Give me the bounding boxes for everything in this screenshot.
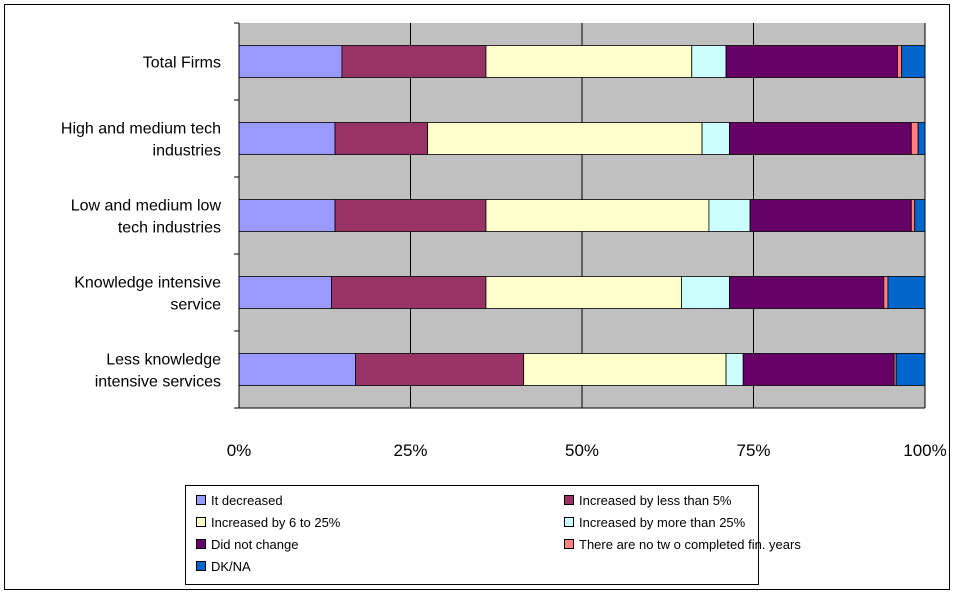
bar-segment — [910, 199, 916, 232]
bar-segment — [485, 276, 682, 309]
legend-swatch — [196, 517, 206, 527]
bar-segment — [334, 122, 429, 155]
bar-segment — [887, 276, 926, 309]
legend-swatch — [564, 495, 574, 505]
legend-item: DK/NA — [196, 557, 251, 575]
legend-swatch — [564, 517, 574, 527]
legend-label: Did not change — [211, 536, 299, 552]
legend-item: Increased by less than 5% — [564, 491, 731, 509]
bar-segment — [910, 122, 919, 155]
bar-segment — [742, 353, 895, 386]
bar-segment — [701, 122, 730, 155]
chart-frame: Total Firms High and medium tech industrie… — [4, 4, 950, 590]
category-label: Knowledge intensive — [74, 275, 221, 292]
bar-segment — [914, 199, 926, 232]
legend-swatch — [564, 539, 574, 549]
legend-item: Increased by more than 25% — [564, 513, 745, 531]
category-label: Total Firms — [143, 55, 221, 72]
x-tick-label: 25% — [393, 441, 427, 460]
bar-segment — [427, 122, 703, 155]
bar-segment — [917, 122, 926, 155]
category-label: service — [170, 297, 221, 314]
bar-segment — [729, 276, 885, 309]
legend-label: It decreased — [211, 492, 283, 508]
legend-item: Did not change — [196, 535, 298, 553]
bar-segment — [485, 199, 710, 232]
bar-segment — [897, 45, 903, 78]
bar-segment — [901, 45, 926, 78]
bar-segment — [729, 122, 912, 155]
legend-label: DK/NA — [211, 558, 251, 574]
legend-label: Increased by less than 5% — [579, 492, 732, 508]
x-tick-label: 0% — [227, 441, 252, 460]
bar-segment — [341, 45, 487, 78]
category-label: tech industries — [118, 220, 221, 237]
bar-segment — [334, 199, 487, 232]
bar-segment — [895, 353, 926, 386]
bar-segment — [691, 45, 727, 78]
bar-segment — [725, 353, 744, 386]
category-label: High and medium tech — [61, 121, 221, 138]
bar-segment — [708, 199, 751, 232]
category-label: Less knowledge — [106, 352, 221, 369]
legend-item: It decreased — [196, 491, 283, 509]
legend-label: There are no tw o completed fin. years — [579, 536, 801, 552]
legend: It decreased Increased by less than 5% Inc… — [185, 485, 801, 585]
legend-swatch — [196, 539, 206, 549]
bar-segment — [238, 276, 333, 309]
bar-segment — [331, 276, 487, 309]
bar-segment — [681, 276, 730, 309]
stacked-bar-chart: Total Firms High and medium tech industrie… — [61, 22, 947, 460]
bar-segment — [238, 122, 336, 155]
x-tick-label: 50% — [565, 441, 599, 460]
x-tick-label: 75% — [736, 441, 770, 460]
category-label: industries — [153, 143, 221, 160]
legend-swatch — [196, 561, 206, 571]
legend-item: Increased by 6 to 25% — [196, 513, 340, 531]
bar-segment — [749, 199, 912, 232]
bar-segment — [238, 353, 357, 386]
bar-segment — [725, 45, 898, 78]
category-label: Low and medium low — [71, 198, 222, 215]
bar-segment — [485, 45, 693, 78]
legend-label: Increased by more than 25% — [579, 514, 746, 530]
legend-label: Increased by 6 to 25% — [211, 514, 341, 530]
legend-swatch — [196, 495, 206, 505]
bar-segment — [883, 276, 889, 309]
bar-segment — [238, 199, 336, 232]
category-label: intensive services — [95, 374, 221, 391]
bar-segment — [355, 353, 525, 386]
bar-segment — [238, 45, 343, 78]
x-tick-label: 100% — [903, 441, 946, 460]
legend-item: There are no tw o completed fin. years — [564, 535, 801, 553]
bar-segment — [523, 353, 727, 386]
